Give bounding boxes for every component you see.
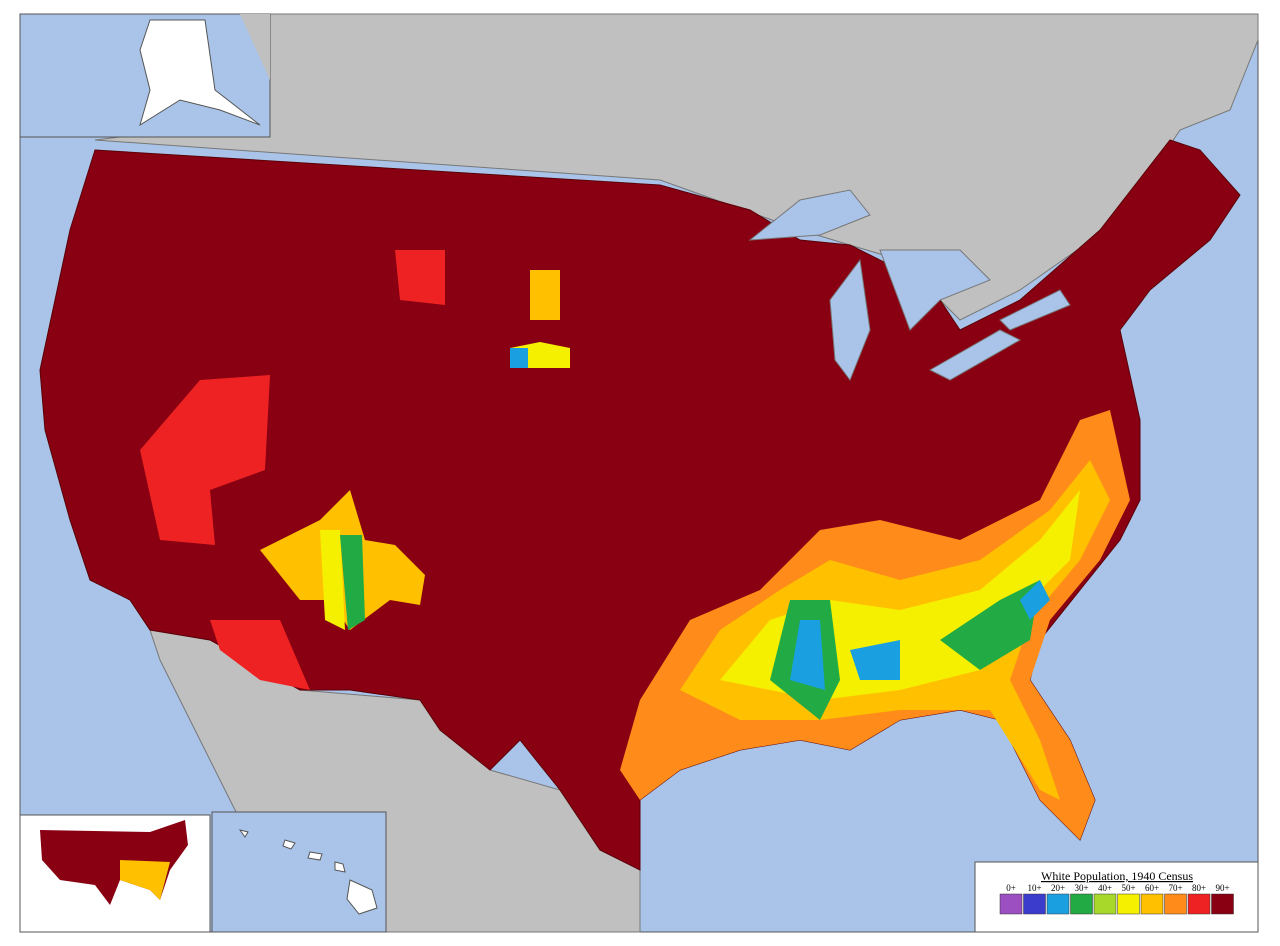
legend-swatch xyxy=(999,893,1023,915)
legend-label: 10+ xyxy=(1027,883,1041,893)
sd-res xyxy=(530,270,560,320)
legend-swatch xyxy=(1164,893,1187,915)
legend-label: 40+ xyxy=(1098,883,1112,893)
lake-michigan xyxy=(829,258,871,382)
lake-ontario xyxy=(999,289,1071,331)
legend-label: 70+ xyxy=(1168,883,1182,893)
arizona-south xyxy=(210,620,310,690)
alaska-canada xyxy=(20,14,270,80)
lake-huron xyxy=(879,249,991,331)
legend-swatch xyxy=(1211,893,1234,915)
legend-swatch xyxy=(1140,893,1164,915)
us-inset-south xyxy=(120,860,170,900)
southwest-green xyxy=(340,535,365,630)
legend-swatch xyxy=(1070,893,1093,915)
legend-label: 50+ xyxy=(1121,883,1135,893)
sd-res-blue xyxy=(510,348,528,368)
legend-label: 30+ xyxy=(1074,883,1088,893)
montana-res xyxy=(395,250,445,305)
legend-label: 60+ xyxy=(1145,883,1159,893)
legend-swatch xyxy=(1023,893,1046,915)
lake-superior xyxy=(748,189,871,241)
canada xyxy=(94,13,1259,321)
legend: White Population, 1940 Census 0+ 10+ 20+ 30… xyxy=(974,861,1259,933)
alaska xyxy=(139,19,261,127)
legend-swatch xyxy=(1046,893,1070,915)
carolinas xyxy=(940,580,1040,670)
nevada xyxy=(140,375,270,545)
legend-label: 0+ xyxy=(1006,883,1016,893)
black-belt xyxy=(850,640,900,680)
legend-label: 90+ xyxy=(1215,883,1229,893)
hawaii xyxy=(238,829,378,915)
legend-swatch xyxy=(1187,893,1211,915)
southwest-yellow xyxy=(320,530,345,630)
legend-title: White Population, 1940 Census xyxy=(1041,869,1193,883)
sc-core xyxy=(1020,580,1050,620)
delta-core xyxy=(790,620,825,690)
lake-erie xyxy=(928,329,1022,381)
legend-swatch xyxy=(1117,893,1140,915)
legend-label: 80+ xyxy=(1192,883,1206,893)
legend-label: 20+ xyxy=(1051,883,1065,893)
legend-swatch xyxy=(1093,893,1117,915)
